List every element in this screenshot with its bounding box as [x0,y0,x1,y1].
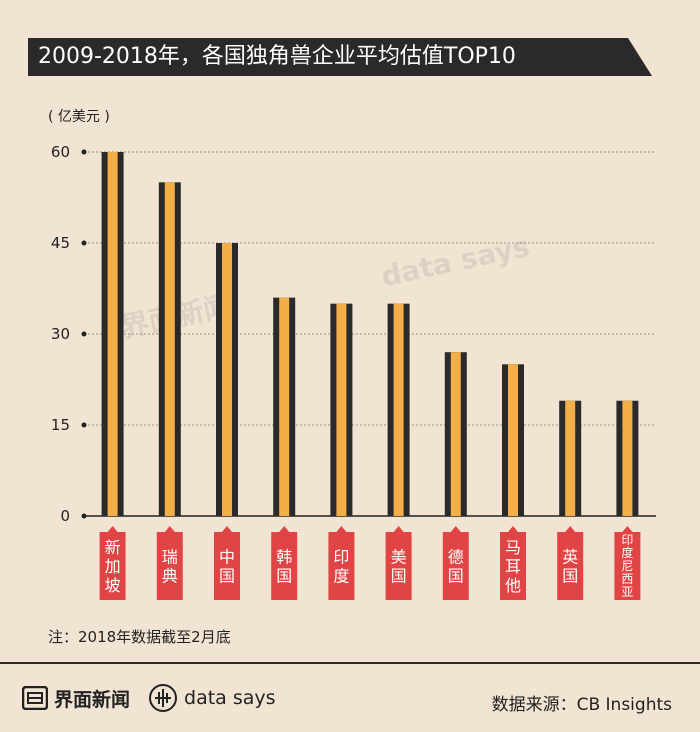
title-background [28,38,652,76]
category-pointer [336,526,347,532]
chart-title: 2009-2018年，各国独角兽企业平均估值TOP10 [38,44,516,69]
category-label: 英国 [562,548,578,586]
category-pointer [565,526,576,532]
category-label: 德国 [448,548,464,586]
y-tick-dot [81,422,87,428]
category-pointer [279,526,290,532]
y-tick-label: 0 [60,507,70,525]
category-label-box [271,532,298,600]
data-source: 数据来源：CB Insights [491,695,672,715]
category-pointer [450,526,461,532]
bar-highlight [450,352,461,516]
category-pointer [393,526,404,532]
category-label: 印度尼西亚 [621,533,633,599]
category-label: 新加坡 [105,538,121,595]
category-label-box [614,532,641,600]
footer-divider [0,662,700,664]
category-label-box [99,532,126,600]
category-label-box [214,532,240,600]
bar-highlight [622,400,633,516]
bar-highlight [164,182,175,517]
jiemian-logo-icon [22,686,48,710]
brand-data-says: data says [184,687,276,709]
category-label-box [328,532,355,600]
bar-highlight [279,297,290,516]
bar-highlight [393,303,404,516]
y-axis-unit: ( 亿美元 ) [48,109,110,125]
category-label-box [557,532,584,600]
bar-highlight [107,152,118,516]
bar-highlight [222,243,232,516]
y-tick-label: 60 [51,143,70,161]
category-pointer [508,526,518,532]
category-pointer [164,526,175,532]
bar-highlight [565,400,576,516]
title-bar: 2009-2018年，各国独角兽企业平均估值TOP10 [28,38,652,76]
category-label: 韩国 [276,548,292,586]
y-tick-label: 45 [51,234,70,252]
category-label: 马耳他 [505,538,521,595]
category-pointer [222,526,232,532]
y-tick-label: 30 [51,325,70,343]
footnote: 注：2018年数据截至2月底 [48,628,231,646]
bar-chart: 0 15 30 45 60 新加坡 瑞典 中国 韩国 印度 美国 德国 马耳他 英国 印度尼西亚 [51,143,656,600]
y-tick-dot [81,149,87,155]
y-tick-dot [81,240,87,246]
brand-jiemian: 界面新闻 [54,688,131,711]
data-says-logo-icon [149,684,178,712]
footer-brand: 界面新闻 data says [22,683,276,713]
category-label-box [500,532,526,600]
category-pointer [107,526,118,532]
category-label: 美国 [391,548,407,586]
category-label: 瑞典 [162,548,178,586]
category-label-box [442,532,469,600]
category-label-box [156,532,183,600]
bar-highlight [336,303,347,516]
category-label: 中国 [219,548,235,586]
y-tick-dot [81,331,87,337]
category-pointer [622,526,633,532]
bar-highlight [508,364,518,516]
category-label: 印度 [333,548,349,586]
category-label-box [385,532,412,600]
y-tick-label: 15 [51,416,70,434]
